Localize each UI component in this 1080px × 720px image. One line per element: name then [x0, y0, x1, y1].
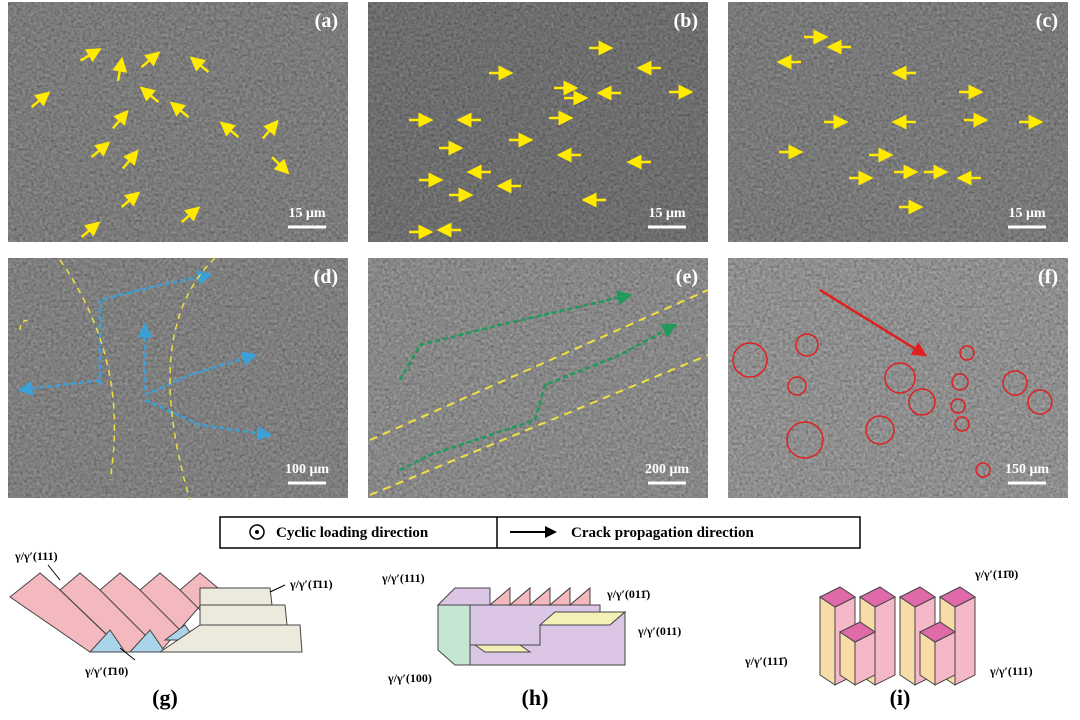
sem-panels: (a) 15 μm (b) 15 μm (c) 15 μm (d) 100 μm (e) 200 …	[8, 2, 1068, 501]
plane-label: γ/γ′(100)	[387, 671, 432, 685]
path-annotation	[98, 270, 213, 385]
arrow	[120, 191, 141, 209]
arrow	[139, 86, 160, 104]
plane-label: γ/γ′(011̄)	[606, 587, 650, 601]
arrow	[271, 156, 290, 175]
plane-label: γ/γ′(111)	[14, 549, 58, 563]
pit-marker	[865, 415, 895, 445]
pit-marker	[795, 333, 819, 357]
diagram-label: (i)	[890, 685, 911, 710]
path-annotation	[399, 323, 678, 472]
pit-marker	[954, 416, 970, 432]
pit-marker	[787, 376, 807, 396]
arrow	[189, 56, 210, 74]
path-annotation	[144, 351, 258, 397]
panel-label: (a)	[315, 10, 338, 32]
path-annotation	[144, 398, 273, 441]
plane-label: γ/γ′(1̄11)	[289, 577, 333, 591]
pit-marker	[1027, 389, 1053, 415]
cyclic-symbol-dot	[255, 530, 259, 534]
cube-top	[819, 586, 856, 608]
arrow	[121, 149, 139, 170]
arrow	[219, 121, 240, 139]
cube-top	[859, 586, 896, 608]
arrow	[261, 119, 279, 140]
plane-label: γ/γ′(11̄0)	[974, 567, 1018, 581]
cube-side	[899, 596, 916, 686]
arrow	[30, 91, 51, 109]
pit-marker	[732, 342, 768, 378]
diagram-label: (h)	[522, 685, 549, 710]
scale-label: 15 μm	[648, 206, 685, 221]
plane-label: γ/γ′(1̄10)	[84, 664, 128, 678]
sem-image	[8, 258, 348, 498]
cyclic-symbol	[249, 524, 265, 540]
cube-top	[919, 621, 956, 643]
pit-marker	[975, 462, 991, 478]
path-annotation	[19, 319, 31, 331]
pit-marker	[884, 362, 916, 394]
plane-label: γ/γ′(111̄)	[744, 654, 788, 668]
arrow	[169, 101, 190, 119]
panel-label: (b)	[674, 10, 698, 32]
diagram-i	[819, 586, 976, 686]
arrow	[79, 48, 102, 63]
plane-label: γ/γ′(111)	[381, 571, 425, 585]
arrow	[80, 221, 101, 239]
path-annotation	[169, 257, 216, 501]
pit-marker	[959, 345, 975, 361]
path-annotation	[398, 290, 633, 381]
arrow	[112, 56, 128, 82]
path-annotation	[17, 378, 101, 396]
panel-label: (c)	[1036, 10, 1058, 32]
cube-top	[839, 621, 876, 643]
cube-top	[899, 586, 936, 608]
diagram-label: (g)	[152, 685, 178, 710]
path-annotation	[819, 288, 928, 357]
panel-label: (f)	[1038, 266, 1058, 288]
pit-marker	[908, 388, 936, 416]
cube-front	[954, 596, 976, 686]
legend-crack: Crack propagation direction	[571, 525, 754, 541]
arrow	[180, 206, 201, 224]
pit-marker	[786, 421, 824, 459]
scale-label: 200 μm	[645, 462, 689, 477]
path-annotation	[369, 354, 709, 496]
diagram-g	[9, 564, 303, 661]
path-annotation	[369, 289, 709, 441]
scale-label: 15 μm	[1008, 206, 1045, 221]
sem-image	[728, 258, 1068, 498]
pit-marker	[951, 373, 969, 391]
panel-label: (e)	[676, 266, 698, 288]
plane-label: γ/γ′(011)	[637, 624, 681, 638]
scale-label: 100 μm	[285, 462, 329, 477]
sem-image	[8, 2, 348, 242]
scale-label: 15 μm	[288, 206, 325, 221]
diagram-h	[436, 586, 627, 666]
arrow	[140, 51, 161, 69]
pit-marker	[950, 398, 966, 414]
arrow	[111, 109, 129, 130]
path-annotation	[59, 259, 116, 481]
scale-label: 150 μm	[1005, 462, 1049, 477]
cube-top	[939, 586, 976, 608]
panel-label: (d)	[314, 266, 338, 288]
legend: Cyclic loading direction Crack propagati…	[219, 516, 861, 549]
plane-label: γ/γ′(111)	[989, 664, 1033, 678]
cube-side	[819, 596, 836, 686]
legend-cyclic: Cyclic loading direction	[276, 525, 429, 541]
pit-marker	[1002, 370, 1028, 396]
arrow	[90, 141, 111, 159]
cube-front	[874, 596, 896, 686]
